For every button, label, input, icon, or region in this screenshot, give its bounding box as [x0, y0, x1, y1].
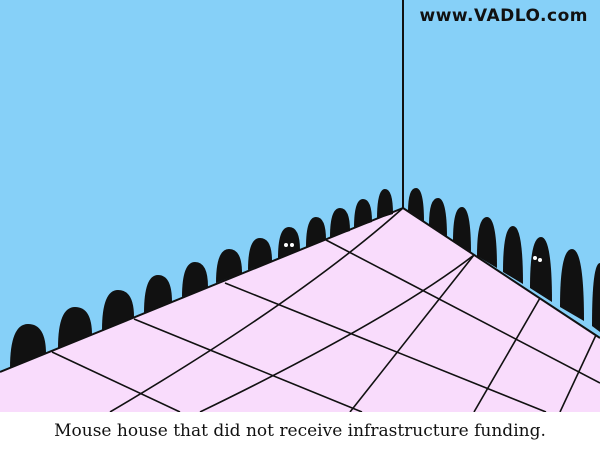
left-baseboard-line: [0, 207, 404, 373]
watermark: www.VADLO.com: [419, 6, 588, 26]
mouse-eyes-right: [533, 256, 542, 262]
floor: [0, 208, 600, 412]
right-mouse-holes: [408, 188, 600, 332]
caption: Mouse house that did not receive infrast…: [0, 412, 600, 450]
floor-tile-grid: [51, 207, 600, 412]
room-scene: [0, 0, 600, 412]
left-mouse-holes: [10, 189, 393, 368]
mouse-eyes-left: [284, 243, 294, 247]
